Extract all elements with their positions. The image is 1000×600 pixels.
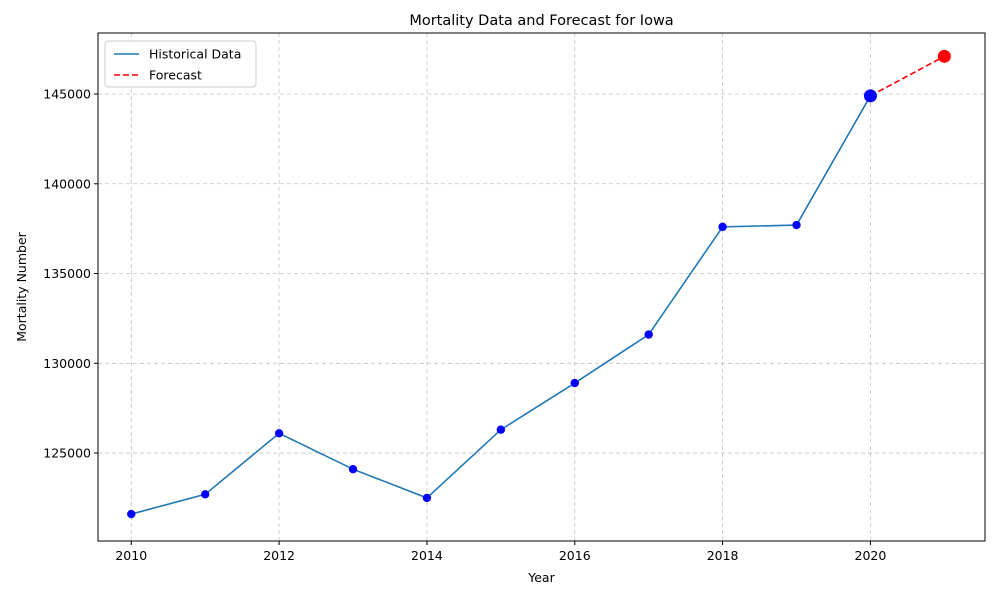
x-tick-label: 2014 [411,548,443,563]
chart-title: Mortality Data and Forecast for Iowa [409,13,673,29]
data-point [570,378,579,388]
data-point [200,490,210,499]
data-point [348,464,358,474]
y-tick-label: 130000 [43,356,91,371]
y-tick-label: 125000 [43,446,91,461]
legend: Historical Data Forecast [104,40,257,88]
data-point [792,220,801,230]
data-point [718,222,727,232]
highlight-point [863,89,877,103]
y-tick-label: 145000 [43,87,91,102]
legend-label-forecast: Forecast [149,68,202,83]
grid-layer [98,33,985,541]
highlight-point [937,49,951,63]
y-tick-label: 140000 [43,176,91,191]
x-tick-label: 2016 [559,548,591,563]
x-tick-label: 2010 [115,548,147,563]
data-point [644,330,653,339]
data-point [422,493,432,503]
plot-frame [97,32,986,542]
x-tick-layer: 2010 2012 2014 2016 2018 2020 [115,541,886,563]
x-tick-label: 2012 [263,548,295,563]
y-tick-layer: 125000 130000 135000 140000 145000 [43,87,98,461]
data-point [496,425,506,434]
y-tick-label: 135000 [43,266,91,281]
series-line-historical [131,95,872,515]
data-point [127,509,136,519]
series-layer [131,55,945,515]
y-axis-label: Mortality Number [14,231,29,341]
legend-label-historical: Historical Data [149,47,241,62]
x-axis-label: Year [527,570,555,585]
marker-layer [127,49,951,519]
series-line-forecast [870,55,945,97]
x-tick-label: 2018 [707,548,739,563]
x-tick-label: 2020 [855,548,887,563]
legend-box [104,40,257,88]
data-point [274,429,284,438]
